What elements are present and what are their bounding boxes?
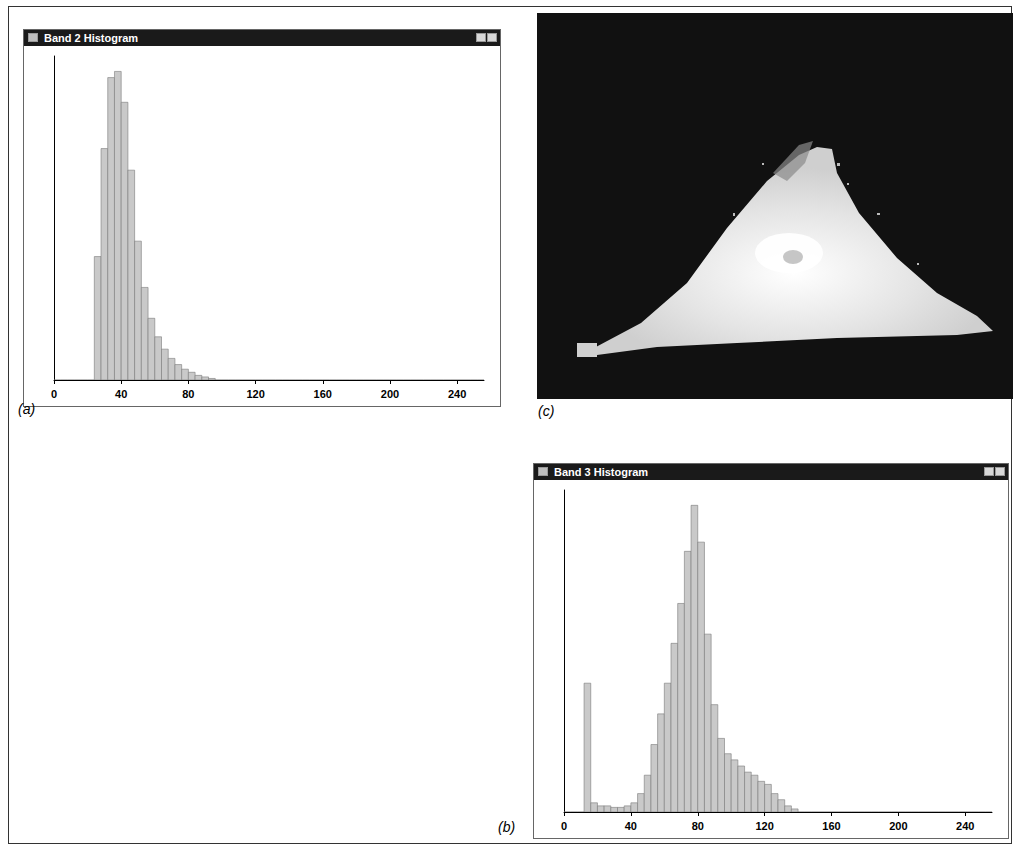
svg-text:240: 240: [956, 820, 974, 832]
svg-text:160: 160: [314, 388, 332, 400]
html-text:Band 3 Histogram: Band 3 Histogram: [554, 466, 649, 478]
svg-text:200: 200: [381, 388, 399, 400]
svg-text:40: 40: [625, 820, 637, 832]
svg-text:40: 40: [115, 388, 127, 400]
svg-text:240: 240: [448, 388, 466, 400]
svg-text:200: 200: [889, 820, 907, 832]
svg-text:80: 80: [182, 388, 194, 400]
svg-text:80: 80: [692, 820, 704, 832]
html-text:(a): (a): [18, 401, 36, 417]
svg-text:160: 160: [822, 820, 840, 832]
html-text:(b): (b): [498, 819, 516, 835]
html-text:(c): (c): [538, 403, 555, 419]
svg-text:120: 120: [246, 388, 264, 400]
html-text:Band 2 Histogram: Band 2 Histogram: [44, 32, 139, 44]
svg-text:0: 0: [561, 820, 567, 832]
svg-text:0: 0: [51, 388, 57, 400]
svg-text:120: 120: [755, 820, 773, 832]
